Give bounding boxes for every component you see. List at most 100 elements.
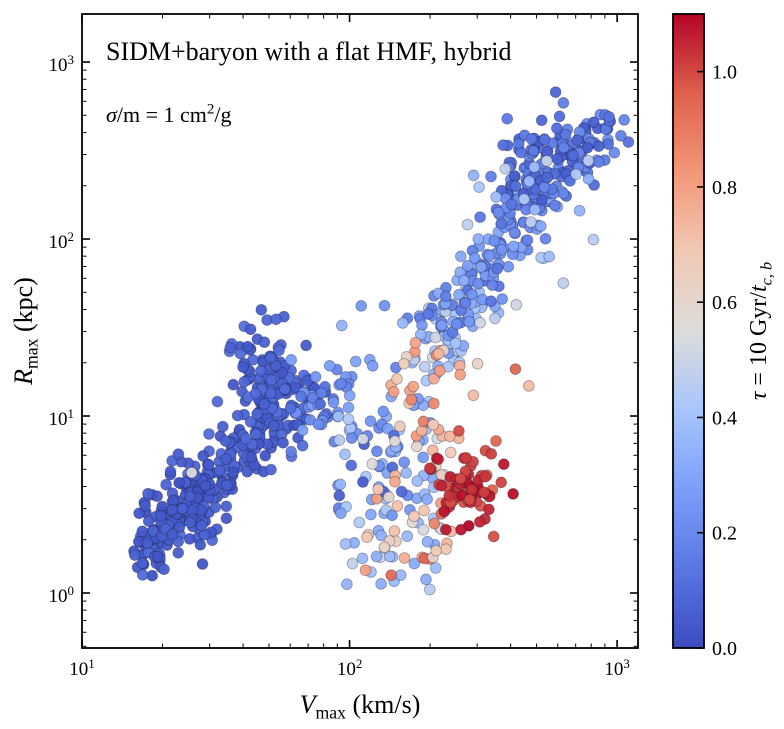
scatter-point <box>357 476 369 488</box>
scatter-point <box>164 465 177 478</box>
scatter-point <box>459 297 472 309</box>
scatter-point <box>487 530 500 543</box>
scatter-point <box>158 563 170 576</box>
scatter-point <box>346 557 359 570</box>
scatter-point <box>417 523 430 536</box>
scatter-point <box>483 503 495 516</box>
scatter-point <box>411 440 423 453</box>
scatter-point <box>387 385 400 398</box>
scatter-point <box>463 315 476 328</box>
scatter-point <box>234 347 247 360</box>
scatter-point <box>429 331 442 344</box>
scatter-point <box>485 295 497 308</box>
scatter-point <box>334 478 347 491</box>
scatter-point <box>401 530 414 543</box>
scatter-point <box>518 193 531 206</box>
scatter-point <box>467 389 480 402</box>
scatter-point <box>199 479 212 492</box>
scatter-point <box>485 170 497 183</box>
scatter-point <box>244 323 257 336</box>
scatter-point <box>439 523 452 536</box>
scatter-point <box>355 300 368 312</box>
scatter-point <box>432 453 445 466</box>
scatter-point <box>202 458 215 471</box>
scatter-point <box>581 141 594 154</box>
scatter-point <box>396 317 409 329</box>
scatter-point <box>473 516 486 528</box>
scatter-point <box>136 525 149 538</box>
scatter-point <box>490 435 502 447</box>
scatter-point <box>573 204 586 217</box>
scatter-point <box>285 354 298 366</box>
scatter-point <box>455 523 467 536</box>
scatter-point <box>357 433 369 445</box>
scatter-point <box>383 550 396 563</box>
scatter-point <box>414 328 427 341</box>
scatter-point <box>453 288 465 301</box>
scatter-point <box>249 387 262 400</box>
scatter-point <box>497 458 510 471</box>
scatter-point <box>454 368 467 381</box>
scatter-point <box>258 398 271 410</box>
scatter-point <box>203 428 215 440</box>
scatter-point <box>582 154 595 167</box>
scatter-point <box>395 485 408 498</box>
scatter-point <box>508 226 521 239</box>
scatter-point <box>227 466 239 479</box>
scatter-point <box>525 216 537 228</box>
scatter-point <box>461 259 474 272</box>
scatter-point <box>417 415 430 428</box>
scatter-point <box>603 111 615 123</box>
scatter-point <box>405 393 418 406</box>
scatter-point <box>339 448 351 461</box>
scatter-point <box>259 449 272 462</box>
scatter-point <box>341 578 353 591</box>
scatter-point <box>197 450 209 462</box>
scatter-point <box>372 483 385 496</box>
sigma-per-mass-annotation: σ/m = 1 cm2/g <box>106 102 232 127</box>
scatter-point <box>509 180 522 192</box>
scatter-point <box>483 249 496 262</box>
scatter-point <box>394 420 406 433</box>
scatter-point <box>284 402 297 414</box>
scatter-point <box>295 390 307 403</box>
scatter-point <box>371 445 383 458</box>
scatter-point <box>391 500 404 512</box>
scatter-point <box>557 141 570 154</box>
scatter-point <box>323 359 336 372</box>
scatter-point <box>398 456 411 468</box>
scatter-point <box>296 439 309 452</box>
scatter-point <box>485 448 498 460</box>
scatter-point <box>265 374 278 386</box>
scatter-point <box>333 434 346 446</box>
scatter-point <box>618 114 631 126</box>
colorbar-tick-label: 0.2 <box>712 523 737 545</box>
scatter-point <box>549 199 561 212</box>
scatter-point <box>433 364 446 377</box>
scatter-point <box>428 517 441 530</box>
scatter-point <box>468 252 481 264</box>
scatter-point <box>147 525 159 537</box>
colorbar-tick-label: 0.0 <box>712 638 737 660</box>
scatter-point <box>460 451 472 464</box>
scatter-point <box>467 169 480 182</box>
scatter-point <box>128 549 141 561</box>
scatter-point <box>440 543 452 556</box>
scatter-point <box>512 137 525 150</box>
scatter-point <box>423 583 436 596</box>
scatter-point <box>570 168 582 181</box>
scatter-point <box>315 387 328 399</box>
colorbar-tick-label: 0.4 <box>712 407 737 429</box>
scatter-point <box>400 467 413 479</box>
scatter-point <box>472 233 485 245</box>
plot-title: SIDM+baryon with a flat HMF, hybrid <box>106 37 511 66</box>
scatter-point <box>454 472 467 485</box>
scatter-point <box>557 277 570 289</box>
scatter-point <box>375 578 387 590</box>
scatter-point <box>173 521 186 533</box>
scatter-point <box>427 418 440 431</box>
scatter-point <box>471 357 484 370</box>
scatter-point <box>245 451 258 463</box>
scatter-point <box>488 235 501 247</box>
